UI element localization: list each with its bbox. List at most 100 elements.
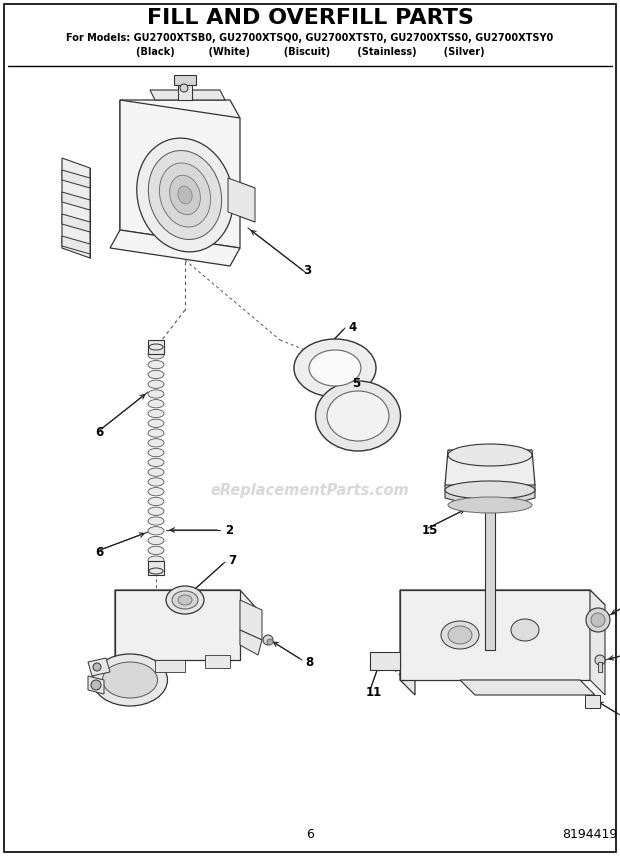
Ellipse shape <box>148 400 164 408</box>
Ellipse shape <box>448 444 532 466</box>
Ellipse shape <box>148 409 164 418</box>
Circle shape <box>91 680 101 690</box>
Ellipse shape <box>148 371 164 378</box>
Polygon shape <box>150 90 225 100</box>
Text: eReplacementParts.com: eReplacementParts.com <box>211 483 409 497</box>
Ellipse shape <box>148 468 164 476</box>
Text: For Models: GU2700XTSB0, GU2700XTSQ0, GU2700XTST0, GU2700XTSS0, GU2700XTSY0: For Models: GU2700XTSB0, GU2700XTSQ0, GU… <box>66 33 554 43</box>
Ellipse shape <box>149 568 163 574</box>
Polygon shape <box>460 680 595 695</box>
Polygon shape <box>115 590 258 610</box>
Text: 11: 11 <box>366 686 383 698</box>
Ellipse shape <box>178 186 192 204</box>
Ellipse shape <box>148 438 164 447</box>
Ellipse shape <box>148 351 164 359</box>
Polygon shape <box>115 590 240 660</box>
Ellipse shape <box>148 488 164 496</box>
Ellipse shape <box>148 458 164 467</box>
Polygon shape <box>370 652 400 670</box>
Polygon shape <box>174 75 196 85</box>
Circle shape <box>591 613 605 627</box>
Ellipse shape <box>148 478 164 486</box>
Polygon shape <box>62 170 90 188</box>
Text: 6: 6 <box>95 545 104 558</box>
Text: 6: 6 <box>306 828 314 841</box>
Text: 3: 3 <box>303 264 311 276</box>
Bar <box>485 510 495 650</box>
Text: (Black)          (White)          (Biscuit)        (Stainless)        (Silver): (Black) (White) (Biscuit) (Stainless) (S… <box>136 47 484 57</box>
Polygon shape <box>400 590 415 695</box>
Polygon shape <box>205 655 230 668</box>
Text: 6: 6 <box>95 425 104 438</box>
Bar <box>598 662 602 672</box>
Ellipse shape <box>148 429 164 437</box>
Ellipse shape <box>148 449 164 457</box>
Polygon shape <box>62 236 90 254</box>
Polygon shape <box>585 695 600 708</box>
Ellipse shape <box>166 586 204 614</box>
Ellipse shape <box>511 619 539 641</box>
Polygon shape <box>445 485 535 510</box>
Ellipse shape <box>441 621 479 649</box>
Polygon shape <box>178 82 192 100</box>
Polygon shape <box>240 630 262 655</box>
Text: 8: 8 <box>305 656 313 669</box>
Text: 7: 7 <box>228 554 236 567</box>
Text: 8194419: 8194419 <box>562 828 618 841</box>
Polygon shape <box>445 450 535 498</box>
Polygon shape <box>120 100 240 248</box>
Ellipse shape <box>137 138 233 252</box>
Ellipse shape <box>148 517 164 526</box>
Ellipse shape <box>148 497 164 506</box>
Polygon shape <box>88 658 110 676</box>
Polygon shape <box>88 676 104 694</box>
Ellipse shape <box>148 537 164 544</box>
Text: FILL AND OVERFILL PARTS: FILL AND OVERFILL PARTS <box>146 8 474 28</box>
Text: 15: 15 <box>422 524 438 537</box>
Polygon shape <box>62 192 90 210</box>
Polygon shape <box>590 590 605 695</box>
Polygon shape <box>62 214 90 232</box>
Ellipse shape <box>102 662 157 698</box>
Ellipse shape <box>309 350 361 386</box>
Ellipse shape <box>148 151 222 240</box>
Circle shape <box>586 608 610 632</box>
Ellipse shape <box>159 163 211 227</box>
Polygon shape <box>228 178 255 222</box>
Text: 4: 4 <box>348 320 356 334</box>
Polygon shape <box>155 660 185 672</box>
Ellipse shape <box>294 339 376 397</box>
Ellipse shape <box>149 344 163 350</box>
Ellipse shape <box>148 419 164 427</box>
Ellipse shape <box>172 591 198 609</box>
Circle shape <box>595 655 605 665</box>
Polygon shape <box>400 590 590 680</box>
Bar <box>148 340 164 354</box>
Polygon shape <box>240 600 262 640</box>
Ellipse shape <box>448 497 532 513</box>
Ellipse shape <box>148 556 164 564</box>
Polygon shape <box>120 100 130 248</box>
Polygon shape <box>110 230 240 266</box>
Circle shape <box>180 84 188 92</box>
Circle shape <box>267 639 273 645</box>
Bar <box>148 561 164 575</box>
Polygon shape <box>115 590 133 680</box>
Ellipse shape <box>148 526 164 535</box>
Ellipse shape <box>327 391 389 441</box>
Circle shape <box>93 663 101 671</box>
Ellipse shape <box>448 626 472 644</box>
Ellipse shape <box>170 175 200 215</box>
Ellipse shape <box>316 381 401 451</box>
Text: 5: 5 <box>352 377 360 389</box>
Ellipse shape <box>148 389 164 398</box>
Ellipse shape <box>148 380 164 389</box>
Ellipse shape <box>92 654 167 706</box>
Polygon shape <box>62 158 90 258</box>
Ellipse shape <box>148 507 164 515</box>
Ellipse shape <box>178 595 192 605</box>
Ellipse shape <box>445 481 535 499</box>
Ellipse shape <box>148 360 164 369</box>
Polygon shape <box>120 100 240 118</box>
Polygon shape <box>400 590 605 605</box>
